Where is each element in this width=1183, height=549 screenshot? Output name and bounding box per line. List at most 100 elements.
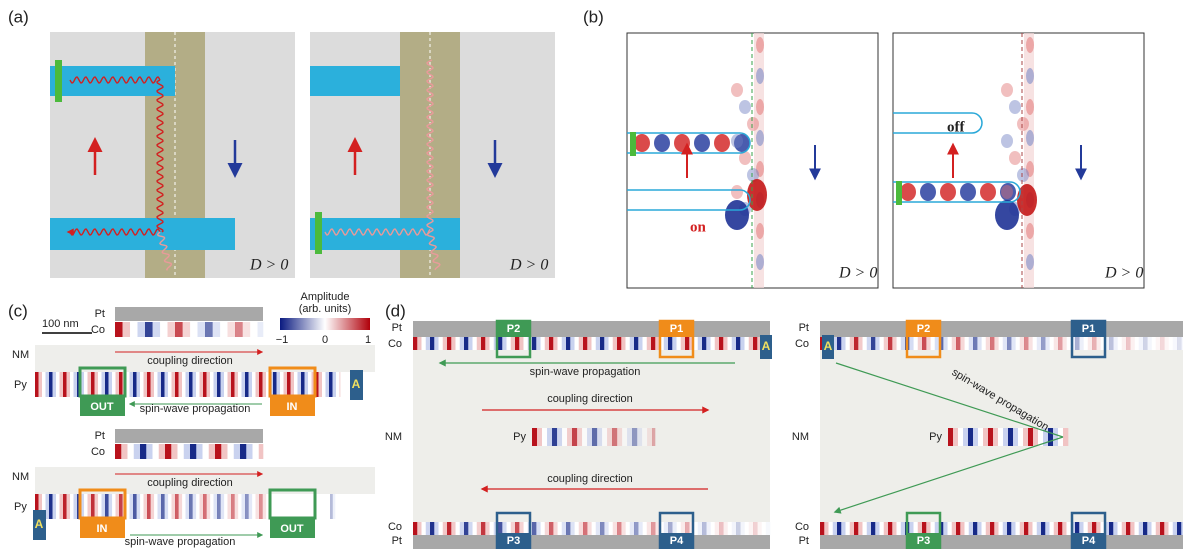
- field-lobe: [1026, 99, 1034, 115]
- stripe: [1135, 522, 1140, 535]
- stripe: [112, 372, 116, 397]
- stripe: [498, 337, 503, 350]
- stripe: [600, 522, 605, 535]
- label: P3: [507, 535, 520, 547]
- stripe: [621, 337, 626, 350]
- stripe: [209, 444, 216, 459]
- field-lobe: [747, 117, 759, 131]
- stripe: [557, 428, 562, 446]
- stripe: [968, 428, 973, 446]
- stripe: [604, 337, 609, 350]
- stripe: [519, 337, 524, 350]
- stripe: [179, 494, 183, 519]
- condition: D > 0: [249, 257, 288, 274]
- stripe: [549, 337, 554, 350]
- stripe: [502, 337, 507, 350]
- stripe: [583, 337, 588, 350]
- field-lobe: [756, 130, 764, 146]
- stripe: [443, 522, 448, 535]
- stripe: [948, 428, 953, 446]
- stripe: [203, 494, 207, 519]
- stripe: [647, 428, 652, 446]
- stripe: [897, 522, 902, 535]
- stripe: [723, 522, 728, 535]
- field-lobe: [995, 200, 1019, 230]
- stripe: [1028, 337, 1033, 350]
- stripe: [291, 372, 295, 397]
- stripe: [627, 428, 632, 446]
- stripe: [732, 522, 737, 535]
- stripe: [575, 522, 580, 535]
- label: A: [352, 377, 361, 391]
- stripe: [901, 522, 906, 535]
- stripe: [84, 494, 88, 519]
- stripe: [447, 522, 452, 535]
- stripe: [1113, 337, 1118, 350]
- stripe: [481, 337, 486, 350]
- stripe: [1045, 337, 1050, 350]
- stripe: [200, 372, 204, 397]
- stripe: [172, 494, 176, 519]
- stripe: [545, 337, 550, 350]
- stripe: [1075, 337, 1080, 350]
- stripe: [863, 522, 868, 535]
- stripe: [112, 494, 116, 519]
- stripe: [1122, 522, 1127, 535]
- field-lobe: [1017, 168, 1029, 182]
- stripe: [613, 337, 618, 350]
- stripe: [434, 522, 439, 535]
- stripe: [468, 337, 473, 350]
- stripe: [196, 444, 203, 459]
- stripe: [617, 428, 622, 446]
- stripe: [1007, 522, 1012, 535]
- stripe: [473, 337, 478, 350]
- field-lobe: [634, 134, 650, 152]
- stripe: [175, 372, 179, 397]
- stripe: [1109, 522, 1114, 535]
- stripe: [558, 522, 563, 535]
- stripe: [63, 372, 67, 397]
- stripe: [175, 494, 179, 519]
- stripe: [259, 372, 263, 397]
- stripe: [1143, 522, 1148, 535]
- stripe: [126, 372, 130, 397]
- stripe: [587, 428, 592, 446]
- label: P2: [507, 323, 520, 335]
- stripe: [545, 522, 550, 535]
- colorbar-tick: 0: [322, 334, 328, 346]
- stripe: [587, 337, 592, 350]
- stripe: [1130, 522, 1135, 535]
- stripe: [284, 372, 288, 397]
- label: Py: [14, 501, 27, 513]
- stripe: [115, 444, 122, 459]
- stripe: [460, 522, 465, 535]
- label: Co: [91, 324, 105, 336]
- field-lobe: [739, 100, 751, 114]
- stripe: [562, 428, 567, 446]
- stripe: [210, 372, 214, 397]
- stripe: [617, 522, 622, 535]
- stripe: [875, 522, 880, 535]
- pt-layer: [413, 321, 770, 337]
- stripe: [1011, 337, 1016, 350]
- stripe: [858, 522, 863, 535]
- stripe: [634, 337, 639, 350]
- stripe: [451, 337, 456, 350]
- stripe: [990, 337, 995, 350]
- stripe: [1169, 522, 1174, 535]
- stripe: [602, 428, 607, 446]
- stripe: [1084, 337, 1089, 350]
- field-lobe: [731, 185, 743, 199]
- stripe: [49, 372, 53, 397]
- stripe: [960, 337, 965, 350]
- stripe: [617, 337, 622, 350]
- stripe: [95, 494, 99, 519]
- stripe: [147, 372, 151, 397]
- stripe: [439, 522, 444, 535]
- stripe: [613, 522, 618, 535]
- field-lobe: [1017, 117, 1029, 131]
- label: coupling direction: [147, 477, 233, 489]
- label: P1: [1082, 323, 1095, 335]
- stripe: [854, 522, 859, 535]
- stripe: [604, 522, 609, 535]
